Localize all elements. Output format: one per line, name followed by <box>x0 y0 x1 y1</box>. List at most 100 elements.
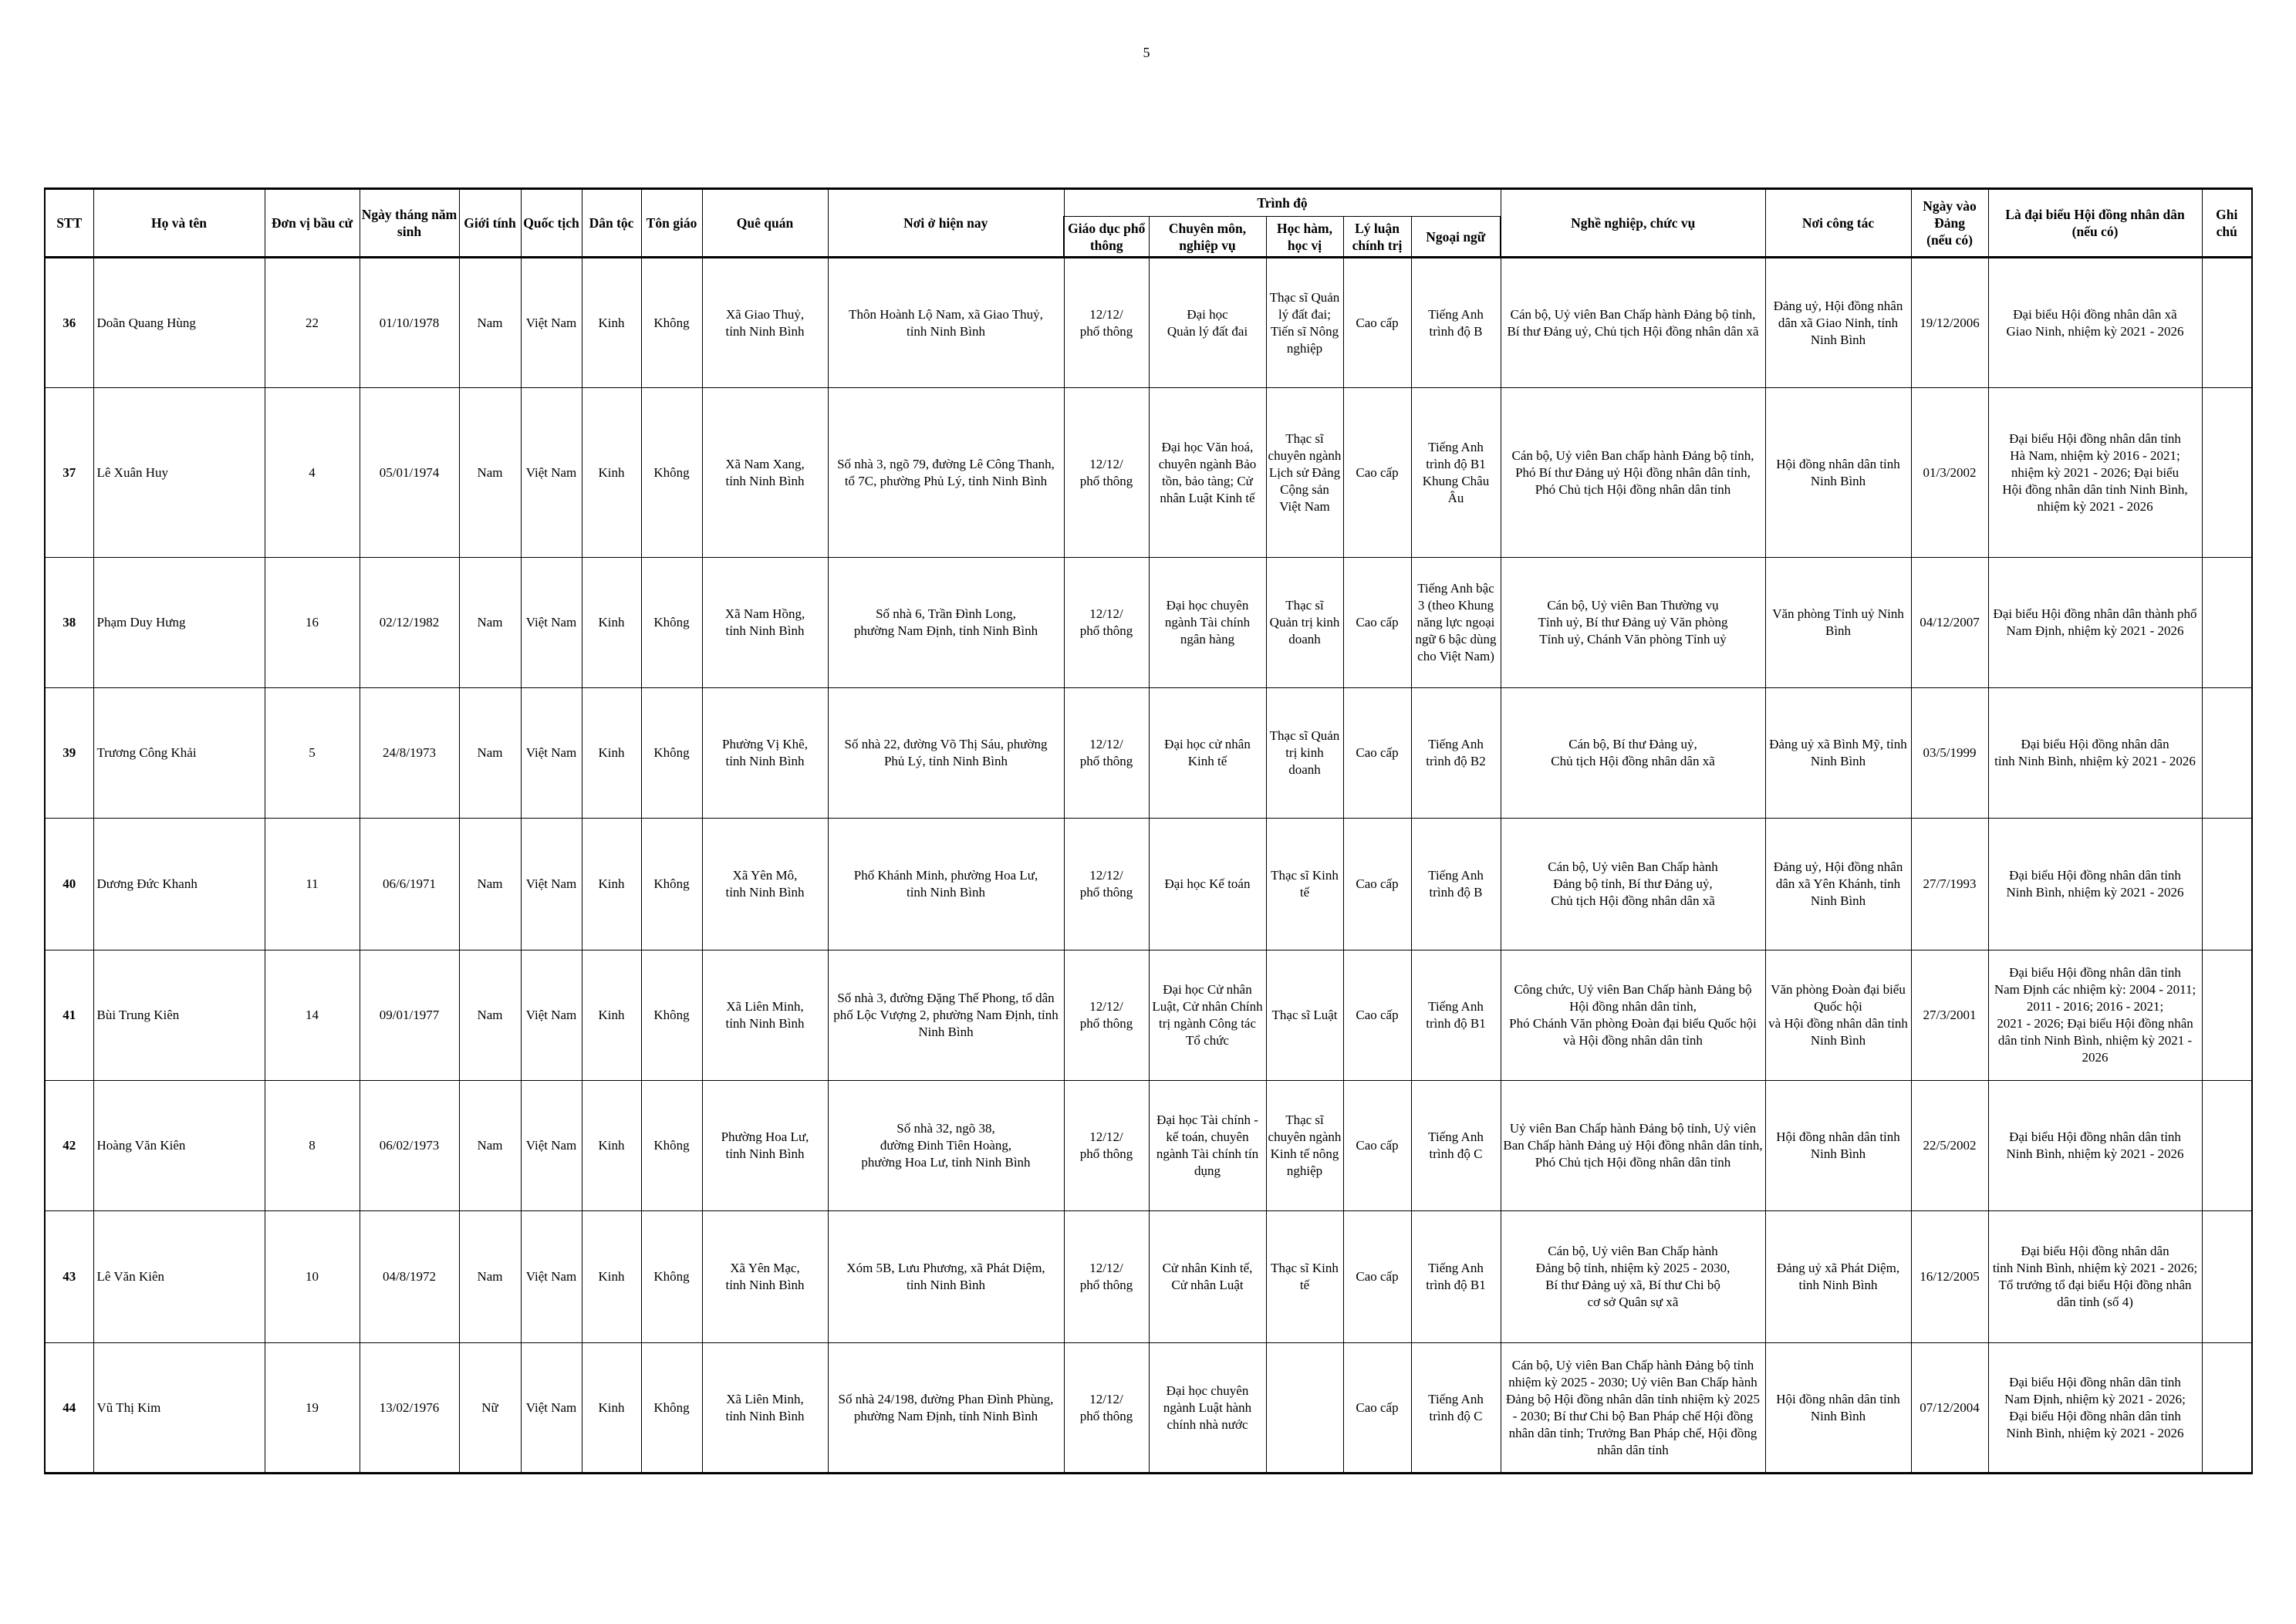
cell-workplace: Văn phòng Đoàn đại biểu Quốc hội và Hội … <box>1764 950 1912 1081</box>
cell-political-theory: Cao cấp <box>1342 557 1412 688</box>
cell-general-education: 12/12/ phổ thông <box>1063 557 1150 688</box>
header-ethnicity: Dân tộc <box>581 187 642 258</box>
header-birth-date: Ngày tháng năm sinh <box>359 187 460 258</box>
table-row: 36 Doãn Quang Hùng 22 01/10/1978 Nam Việt Nam… <box>44 257 2254 388</box>
cell-nationality: Việt Nam <box>520 257 582 388</box>
cell-council-delegate: Đại biểu Hội đồng nhân dân tỉnh Ninh Bìn… <box>1987 1210 2203 1343</box>
cell-full-name: Bùi Trung Kiên <box>93 950 265 1081</box>
cell-religion: Không <box>640 1342 703 1474</box>
cell-council-delegate: Đại biểu Hội đồng nhân dân xã Giao Ninh,… <box>1987 257 2203 388</box>
cell-political-theory: Cao cấp <box>1342 257 1412 388</box>
table-row: 43 Lê Văn Kiên 10 04/8/1972 Nam Việt Nam Kinh K… <box>44 1210 2254 1343</box>
cell-residence: Thôn Hoành Lộ Nam, xã Giao Thuỷ, tỉnh Ni… <box>827 257 1065 388</box>
cell-political-theory: Cao cấp <box>1342 950 1412 1081</box>
cell-general-education: 12/12/ phổ thông <box>1063 1210 1150 1343</box>
header-full-name: Họ và tên <box>93 187 265 258</box>
cell-academic-degree: Thạc sĩ Kinh tế <box>1265 818 1344 950</box>
cell-electoral-unit: 14 <box>264 950 360 1081</box>
cell-council-delegate: Đại biểu Hội đồng nhân dân tỉnh Nam Định… <box>1987 950 2203 1081</box>
cell-occupation: Công chức, Uỷ viên Ban Chấp hành Đảng bộ… <box>1500 950 1766 1081</box>
cell-notes <box>2201 1080 2254 1211</box>
cell-council-delegate: Đại biểu Hội đồng nhân dân thành phố Nam… <box>1987 557 2203 688</box>
cell-party-join-date: 27/3/2001 <box>1910 950 1989 1081</box>
cell-party-join-date: 16/12/2005 <box>1910 1210 1989 1343</box>
cell-gender: Nam <box>458 950 522 1081</box>
cell-academic-degree: Thạc sĩ Quản lý đất đai; Tiến sĩ Nông ng… <box>1265 257 1344 388</box>
cell-general-education: 12/12/ phổ thông <box>1063 257 1150 388</box>
header-general-education: Giáo dục phổ thông <box>1063 216 1150 258</box>
cell-council-delegate: Đại biểu Hội đồng nhân dân tỉnh Nam Định… <box>1987 1342 2203 1474</box>
cell-nationality: Việt Nam <box>520 818 582 950</box>
header-religion: Tôn giáo <box>640 187 703 258</box>
cell-hometown: Phường Vị Khê, tỉnh Ninh Bình <box>701 687 829 819</box>
cell-academic-degree <box>1265 1342 1344 1474</box>
cell-ethnicity: Kinh <box>581 257 642 388</box>
cell-workplace: Hội đồng nhân dân tỉnh Ninh Bình <box>1764 1080 1912 1211</box>
cell-foreign-language: Tiếng Anh bậc 3 (theo Khung năng lực ngo… <box>1410 557 1501 688</box>
cell-stt: 36 <box>44 257 94 388</box>
candidate-table: STT Họ và tên Đơn vị bầu cử Ngày tháng n… <box>44 187 2254 1474</box>
table-row: 39 Trương Công Khải 5 24/8/1973 Nam Việt Nam K… <box>44 687 2254 819</box>
cell-political-theory: Cao cấp <box>1342 818 1412 950</box>
cell-residence: Số nhà 6, Trần Đình Long, phường Nam Địn… <box>827 557 1065 688</box>
cell-nationality: Việt Nam <box>520 1080 582 1211</box>
cell-gender: Nam <box>458 557 522 688</box>
header-foreign-language: Ngoại ngữ <box>1410 216 1502 258</box>
cell-hometown: Xã Yên Mạc, tỉnh Ninh Bình <box>701 1210 829 1343</box>
cell-birth-date: 09/01/1977 <box>359 950 460 1081</box>
cell-occupation: Cán bộ, Uỷ viên Ban chấp hành Đảng bộ tỉ… <box>1500 387 1766 558</box>
cell-birth-date: 06/02/1973 <box>359 1080 460 1211</box>
cell-political-theory: Cao cấp <box>1342 1210 1412 1343</box>
cell-occupation: Uỷ viên Ban Chấp hành Đảng bộ tỉnh, Uỷ v… <box>1500 1080 1766 1211</box>
table-row: 41 Bùi Trung Kiên 14 09/01/1977 Nam Việt Nam K… <box>44 950 2254 1081</box>
cell-full-name: Hoàng Văn Kiên <box>93 1080 265 1211</box>
cell-stt: 44 <box>44 1342 94 1474</box>
cell-stt: 37 <box>44 387 94 558</box>
cell-party-join-date: 19/12/2006 <box>1910 257 1989 388</box>
cell-notes <box>2201 557 2254 688</box>
cell-nationality: Việt Nam <box>520 387 582 558</box>
table-header: STT Họ và tên Đơn vị bầu cử Ngày tháng n… <box>44 187 2254 258</box>
cell-party-join-date: 01/3/2002 <box>1910 387 1989 558</box>
cell-notes <box>2201 950 2254 1081</box>
header-residence: Nơi ở hiện nay <box>827 187 1065 258</box>
cell-full-name: Phạm Duy Hưng <box>93 557 265 688</box>
cell-academic-degree: Thạc sĩ Kinh tế <box>1265 1210 1344 1343</box>
cell-stt: 43 <box>44 1210 94 1343</box>
cell-academic-degree: Thạc sĩ Quản trị kinh doanh <box>1265 687 1344 819</box>
header-specialty: Chuyên môn, nghiệp vụ <box>1148 216 1267 258</box>
cell-occupation: Cán bộ, Uỷ viên Ban Thường vụ Tỉnh uỷ, B… <box>1500 557 1766 688</box>
cell-academic-degree: Thạc sĩ chuyên ngành Kinh tế nông nghiệp <box>1265 1080 1344 1211</box>
cell-occupation: Cán bộ, Bí thư Đảng uỷ, Chủ tịch Hội đồn… <box>1500 687 1766 819</box>
cell-party-join-date: 03/5/1999 <box>1910 687 1989 819</box>
cell-gender: Nữ <box>458 1342 522 1474</box>
cell-nationality: Việt Nam <box>520 1210 582 1343</box>
cell-birth-date: 04/8/1972 <box>359 1210 460 1343</box>
cell-political-theory: Cao cấp <box>1342 1080 1412 1211</box>
cell-residence: Số nhà 22, đường Võ Thị Sáu, phường Phủ … <box>827 687 1065 819</box>
cell-council-delegate: Đại biểu Hội đồng nhân dân tỉnh Ninh Bìn… <box>1987 1080 2203 1211</box>
cell-party-join-date: 22/5/2002 <box>1910 1080 1989 1211</box>
cell-residence: Số nhà 32, ngõ 38, đường Đinh Tiên Hoàng… <box>827 1080 1065 1211</box>
cell-general-education: 12/12/ phổ thông <box>1063 818 1150 950</box>
cell-religion: Không <box>640 257 703 388</box>
header-occupation: Nghề nghiệp, chức vụ <box>1500 187 1766 258</box>
cell-birth-date: 02/12/1982 <box>359 557 460 688</box>
cell-foreign-language: Tiếng Anh trình độ C <box>1410 1342 1501 1474</box>
cell-religion: Không <box>640 557 703 688</box>
cell-ethnicity: Kinh <box>581 818 642 950</box>
cell-stt: 39 <box>44 687 94 819</box>
page-number: 5 <box>1143 45 1150 60</box>
cell-residence: Số nhà 3, đường Đặng Thế Phong, tổ dân p… <box>827 950 1065 1081</box>
cell-foreign-language: Tiếng Anh trình độ C <box>1410 1080 1501 1211</box>
cell-hometown: Xã Liên Minh, tỉnh Ninh Bình <box>701 950 829 1081</box>
cell-notes <box>2201 1210 2254 1343</box>
cell-specialty: Đại học cử nhân Kinh tế <box>1148 687 1267 819</box>
cell-stt: 40 <box>44 818 94 950</box>
cell-electoral-unit: 8 <box>264 1080 360 1211</box>
cell-academic-degree: Thạc sĩ Quản trị kinh doanh <box>1265 557 1344 688</box>
cell-notes <box>2201 818 2254 950</box>
cell-occupation: Cán bộ, Uỷ viên Ban Chấp hành Đảng bộ tỉ… <box>1500 257 1766 388</box>
cell-ethnicity: Kinh <box>581 950 642 1081</box>
cell-specialty: Đại học chuyên ngành Luật hành chính nhà… <box>1148 1342 1267 1474</box>
